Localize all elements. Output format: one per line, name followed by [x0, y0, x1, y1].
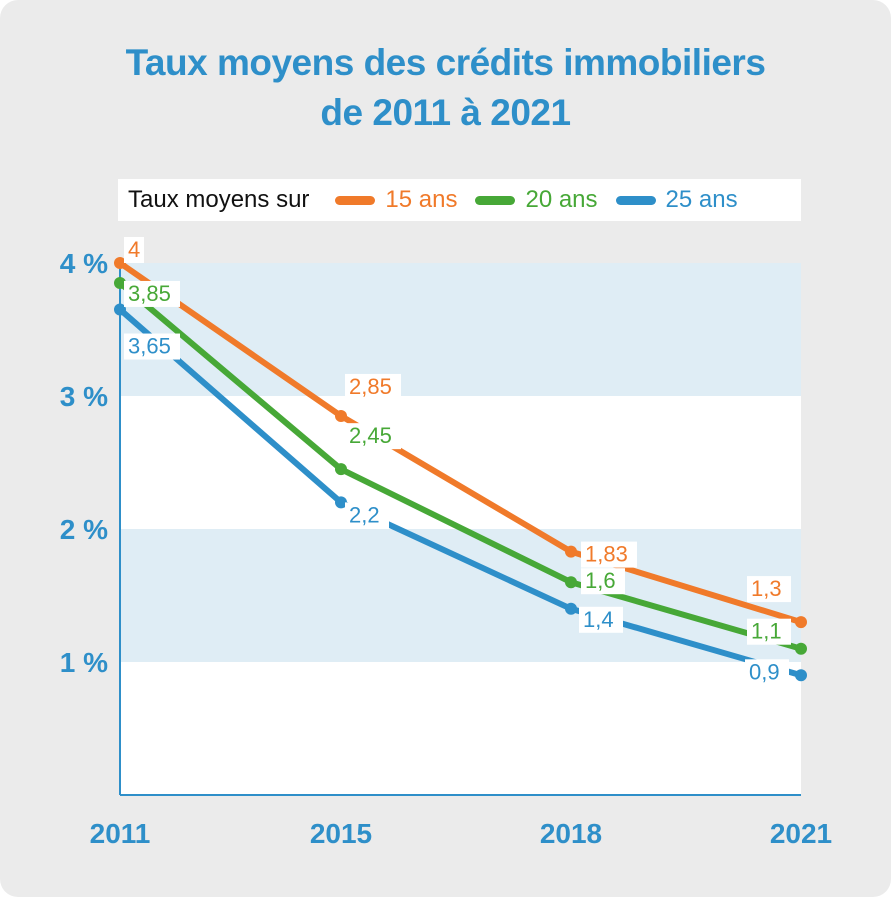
series-line-15-ans: [117, 260, 804, 626]
data-point: [565, 602, 577, 615]
data-point: [565, 545, 577, 558]
chart-title-line2: de 2011 à 2021: [320, 92, 571, 133]
data-label: 4: [128, 237, 140, 262]
data-point: [114, 276, 126, 289]
legend-name-15: 15 ans: [385, 186, 458, 213]
legend: Taux moyens sur 15 ans 20 ans 25 ans: [118, 179, 801, 221]
data-point: [565, 576, 577, 589]
series-line-25-ans: [117, 306, 804, 679]
legend-swatch-20: [475, 195, 516, 205]
data-point: [114, 257, 126, 269]
data-label: 3,85: [128, 281, 171, 306]
data-label-bg: [124, 333, 180, 360]
data-label: 0,9: [749, 659, 780, 684]
data-point: [114, 303, 126, 316]
data-label-bg: [581, 568, 625, 595]
y-tick-label: 2 %: [60, 514, 108, 545]
y-tick-label: 4 %: [60, 248, 108, 279]
legend-swatch-25: [615, 195, 656, 205]
data-label: 2,2: [349, 502, 380, 527]
data-point: [795, 669, 807, 682]
data-label-bg: [747, 576, 791, 603]
series-line-20-ans: [117, 279, 804, 652]
data-label: 1,4: [583, 607, 614, 632]
data-point: [335, 496, 347, 509]
data-label: 1,6: [585, 568, 616, 593]
data-label: 1,1: [751, 619, 782, 644]
data-label-bg: [345, 502, 389, 529]
legend-item-25: 25 ans: [615, 186, 738, 214]
data-label-bg: [581, 541, 637, 568]
data-label: 1,3: [751, 576, 782, 601]
data-label-bg: [345, 423, 401, 450]
chart-title-line1: Taux moyens des crédits immobiliers: [125, 42, 766, 83]
data-point: [795, 642, 807, 655]
legend-swatch-15: [335, 195, 376, 205]
data-label-bg: [345, 373, 401, 400]
band-3-4: [120, 263, 801, 396]
y-tick-label: 1 %: [60, 647, 108, 678]
x-tick-label: 2018: [540, 818, 602, 849]
legend-name-20: 20 ans: [525, 186, 598, 213]
data-label: 2,85: [349, 374, 392, 399]
x-tick-label: 2021: [770, 818, 832, 849]
data-label: 1,83: [585, 542, 628, 567]
legend-item-15: 15 ans: [335, 186, 457, 214]
data-label-bg: [579, 606, 623, 633]
data-point: [335, 463, 347, 476]
data-label-bg: [747, 618, 791, 645]
data-label-bg: [124, 280, 180, 307]
legend-label: Taux moyens sur: [128, 186, 310, 213]
band-1-2: [120, 529, 801, 662]
x-tick-label: 2011: [90, 818, 151, 849]
data-label: 3,65: [128, 334, 171, 359]
y-tick-label: 3 %: [60, 381, 108, 412]
x-tick-label: 2015: [310, 818, 372, 849]
data-point: [795, 616, 807, 629]
legend-item-20: 20 ans: [475, 186, 598, 214]
data-label-bg: [124, 237, 144, 263]
legend-name-25: 25 ans: [665, 186, 738, 213]
data-label: 2,45: [349, 423, 392, 448]
data-label-bg: [745, 659, 789, 686]
data-point: [335, 409, 347, 422]
